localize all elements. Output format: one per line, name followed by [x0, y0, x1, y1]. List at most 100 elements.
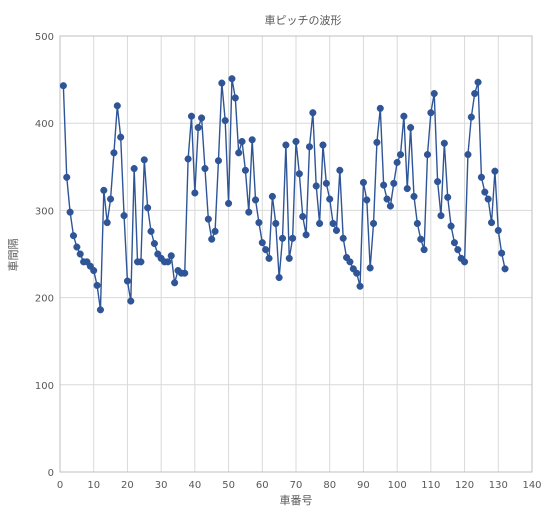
data-point — [76, 250, 84, 258]
data-point — [309, 109, 317, 117]
data-point — [437, 212, 445, 220]
x-tick-label: 130 — [489, 480, 508, 491]
data-point — [410, 192, 418, 200]
x-tick-label: 80 — [323, 480, 336, 491]
x-tick-label: 50 — [222, 480, 235, 491]
data-point — [245, 208, 253, 216]
data-point — [413, 219, 421, 228]
data-point — [430, 90, 438, 98]
data-point — [366, 264, 374, 272]
data-point — [278, 234, 287, 242]
data-point — [312, 182, 320, 190]
data-point — [316, 219, 324, 228]
data-point — [464, 151, 472, 159]
data-point — [292, 137, 300, 146]
data-point — [265, 254, 273, 262]
data-point — [194, 124, 202, 132]
data-point — [386, 202, 394, 210]
data-point — [396, 151, 405, 159]
data-point — [444, 193, 452, 201]
data-point — [235, 149, 243, 157]
data-point — [289, 234, 297, 242]
data-point — [69, 232, 78, 240]
data-point — [93, 281, 101, 289]
data-point — [208, 235, 216, 243]
data-point — [241, 166, 249, 174]
data-point — [498, 249, 506, 257]
gridlines — [59, 35, 533, 473]
data-point — [255, 219, 263, 227]
data-point — [171, 279, 179, 287]
data-point — [471, 90, 479, 98]
data-point — [221, 117, 229, 125]
data-point — [66, 208, 74, 216]
axes: 0 100 200 300 400 500 0 10 20 30 40 50 60 70 80 90 100 11… — [35, 32, 542, 491]
y-tick-label: 100 — [35, 381, 54, 392]
data-point — [363, 196, 371, 204]
data-point — [191, 189, 199, 197]
data-point — [184, 155, 192, 163]
data-point — [113, 102, 121, 110]
data-point — [164, 258, 172, 266]
x-tick-label: 120 — [455, 480, 474, 491]
chart-title: 車ピッチの波形 — [265, 13, 342, 27]
data-point — [450, 239, 459, 247]
data-point — [73, 243, 81, 251]
data-point — [346, 258, 354, 266]
x-tick-label: 20 — [121, 480, 134, 491]
data-point — [484, 195, 492, 203]
y-tick-label: 200 — [35, 294, 54, 305]
data-point — [100, 186, 108, 194]
data-point — [198, 114, 206, 122]
y-tick-label: 300 — [35, 206, 54, 217]
data-point — [447, 222, 455, 230]
data-point — [211, 227, 219, 235]
y-axis-title: 車間隔 — [6, 239, 20, 272]
data-point — [282, 141, 290, 149]
plot-area-border — [59, 35, 533, 473]
data-point — [356, 282, 364, 290]
data-point — [329, 219, 337, 228]
data-point — [427, 109, 435, 117]
data-point — [110, 149, 118, 157]
data-point — [127, 297, 135, 305]
data-point — [322, 179, 330, 187]
data-point — [353, 269, 361, 277]
data-point — [268, 192, 276, 200]
data-point — [96, 306, 105, 314]
data-point — [285, 254, 293, 262]
series-line-group — [62, 78, 506, 311]
data-point — [272, 219, 280, 228]
data-point — [295, 170, 303, 178]
data-point — [376, 104, 384, 112]
data-point — [218, 79, 226, 87]
data-point — [117, 133, 125, 141]
data-point — [90, 267, 98, 275]
data-point — [204, 215, 212, 223]
x-axis-title: 車番号 — [280, 493, 313, 507]
data-point — [491, 167, 499, 175]
data-point — [390, 179, 398, 187]
x-tick-label: 140 — [522, 480, 541, 491]
data-point — [228, 75, 236, 83]
data-point — [461, 258, 469, 266]
data-point — [383, 195, 391, 203]
data-point — [248, 136, 256, 144]
data-point — [144, 204, 152, 212]
x-tick-label: 90 — [357, 480, 370, 491]
data-point — [407, 124, 415, 132]
data-point — [467, 113, 475, 121]
data-point — [299, 212, 307, 221]
data-point — [107, 195, 115, 203]
data-point — [332, 226, 341, 235]
data-point — [302, 231, 310, 239]
data-point — [417, 235, 425, 243]
data-point — [63, 173, 71, 181]
series-points — [59, 75, 509, 314]
data-point — [373, 138, 381, 146]
data-point — [167, 252, 175, 260]
data-point — [130, 164, 138, 173]
x-tick-label: 10 — [87, 480, 100, 491]
